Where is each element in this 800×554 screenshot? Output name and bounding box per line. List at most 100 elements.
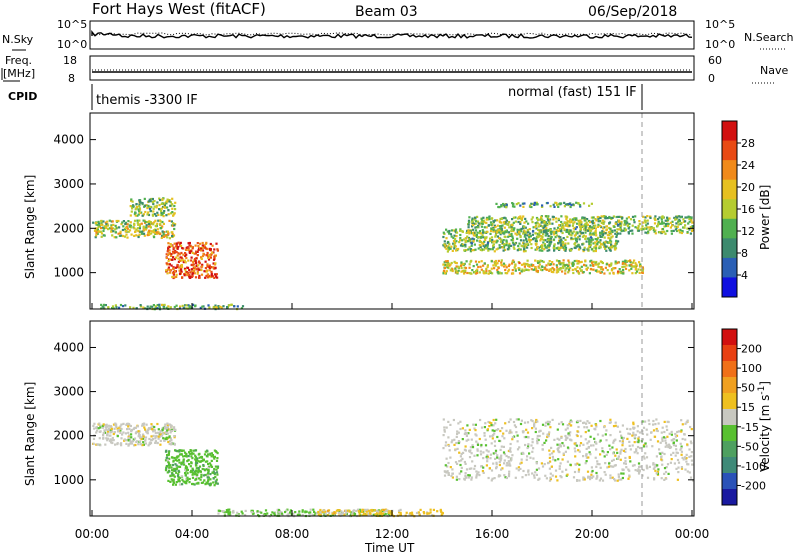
heatmap-cell	[459, 233, 462, 237]
heatmap-cell	[409, 512, 412, 515]
heatmap-cell	[417, 511, 420, 514]
heatmap-cell	[157, 213, 160, 216]
heatmap-cell	[129, 214, 132, 217]
heatmap-cell	[197, 245, 200, 248]
heatmap-cell	[645, 445, 648, 448]
heatmap-cell	[321, 510, 324, 514]
heatmap-cell	[125, 439, 128, 442]
heatmap-cell	[670, 232, 673, 235]
heatmap-cell	[655, 418, 658, 421]
heatmap-cell	[573, 217, 576, 220]
heatmap-cell	[535, 238, 538, 241]
heatmap-cell	[103, 234, 106, 237]
heatmap-cell	[571, 268, 574, 271]
heatmap-cell	[652, 419, 655, 423]
heatmap-cell	[629, 259, 632, 262]
heatmap-cell	[174, 428, 177, 431]
heatmap-cell	[575, 217, 578, 220]
heatmap-cell	[513, 435, 516, 438]
heatmap-cell	[492, 246, 495, 249]
heatmap-cell	[482, 466, 485, 469]
heatmap-cell	[345, 511, 348, 514]
heatmap-cell	[493, 262, 496, 265]
heatmap-cell	[445, 228, 448, 231]
heatmap-cell	[419, 508, 422, 511]
heatmap-cell	[418, 513, 421, 517]
heatmap-cell	[617, 240, 620, 243]
heatmap-cell	[552, 203, 555, 206]
heatmap-cell	[614, 248, 617, 251]
heatmap-cell	[582, 478, 585, 481]
heatmap-cell	[112, 423, 116, 426]
heatmap-cell	[230, 303, 233, 306]
heatmap-cell	[671, 224, 674, 227]
heatmap-cell	[504, 264, 507, 267]
heatmap-cell	[664, 219, 667, 222]
heatmap-cell	[594, 263, 597, 266]
heatmap-cell	[558, 443, 561, 446]
heatmap-cell	[559, 229, 563, 232]
heatmap-cell	[594, 249, 597, 253]
heatmap-cell	[168, 252, 171, 255]
heatmap-cell	[166, 206, 169, 209]
heatmap-cell	[197, 471, 200, 474]
heatmap-cell	[144, 204, 147, 207]
heatmap-cell	[586, 420, 589, 423]
heatmap-cell	[498, 474, 501, 477]
heatmap-cell	[459, 228, 462, 231]
heatmap-cell	[634, 272, 637, 275]
heatmap-cell	[551, 222, 554, 225]
heatmap-cell	[213, 457, 216, 460]
heatmap-cell	[345, 512, 348, 515]
heatmap-cell	[203, 270, 206, 273]
heatmap-cell	[585, 422, 588, 425]
heatmap-cell	[637, 441, 640, 444]
heatmap-cell	[157, 435, 160, 438]
heatmap-cell	[524, 243, 527, 246]
heatmap-cell	[619, 232, 622, 235]
heatmap-cell	[162, 305, 165, 308]
heatmap-cell	[618, 268, 621, 271]
heatmap-cell	[178, 461, 181, 464]
heatmap-cell	[103, 303, 106, 306]
heatmap-cell	[675, 448, 678, 451]
heatmap-cell	[586, 470, 590, 473]
heatmap-cell	[518, 268, 521, 271]
colorbar-swatch	[722, 425, 737, 442]
heatmap-cell	[572, 203, 575, 206]
heatmap-cell	[471, 219, 474, 222]
heatmap-cell	[475, 269, 478, 272]
heatmap-cell	[479, 265, 482, 268]
heatmap-cell	[527, 445, 530, 448]
heatmap-cell	[646, 222, 649, 225]
heatmap-cell	[517, 202, 520, 205]
heatmap-cell	[493, 240, 496, 243]
heatmap-cell	[142, 423, 145, 427]
heatmap-cell	[503, 453, 506, 456]
heatmap-cell	[464, 445, 467, 448]
heatmap-cell	[184, 254, 187, 258]
heatmap-cell	[628, 474, 631, 477]
heatmap-cell	[575, 201, 578, 204]
heatmap-cell	[640, 228, 643, 231]
heatmap-cell	[556, 479, 559, 482]
heatmap-cell	[483, 221, 486, 224]
heatmap-cell	[117, 429, 120, 432]
heatmap-cell	[466, 271, 469, 275]
heatmap-cell	[144, 442, 147, 445]
heatmap-cell	[537, 235, 540, 238]
time-x-axis: 00:00 04:00 08:00 12:00 16:00 20:00 00:00	[75, 303, 709, 541]
heatmap-cell	[569, 266, 572, 269]
heatmap-cell	[561, 231, 564, 235]
heatmap-cell	[467, 240, 470, 243]
heatmap-cell	[102, 437, 105, 440]
heatmap-cell	[521, 268, 524, 271]
heatmap-cell	[681, 437, 684, 441]
heatmap-cell	[498, 206, 501, 209]
colorbar-swatch	[722, 140, 737, 161]
heatmap-cell	[188, 273, 191, 276]
heatmap-cell	[657, 220, 660, 223]
heatmap-cell	[591, 469, 594, 473]
